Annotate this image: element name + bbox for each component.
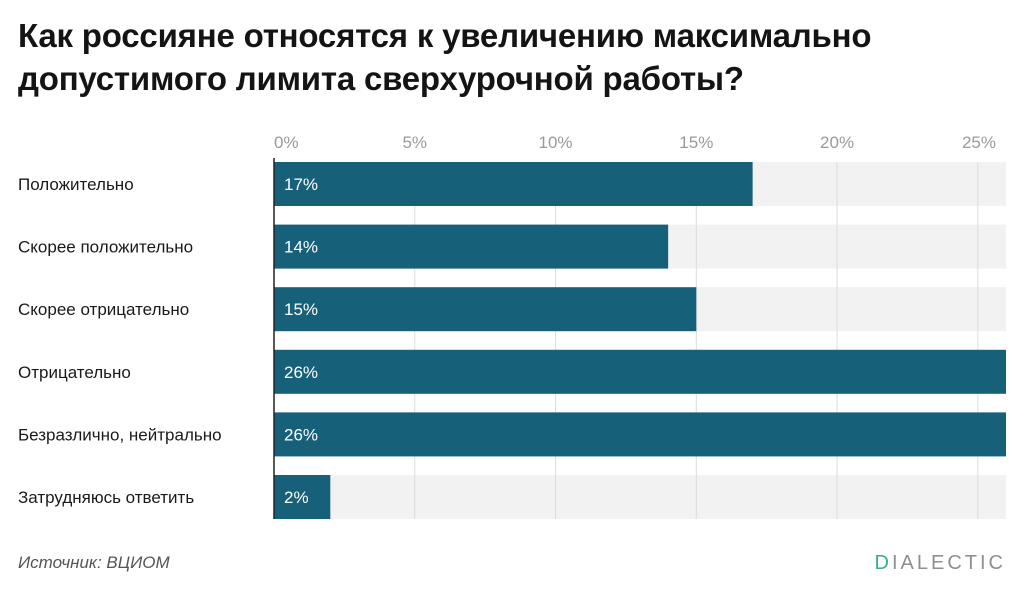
- bar: [274, 349, 1006, 394]
- logo-text: IALECTIC: [891, 552, 1006, 574]
- value-label: 17%: [284, 175, 318, 194]
- value-label: 26%: [284, 425, 318, 444]
- x-tick-label: 15%: [679, 133, 713, 152]
- category-label: Скорее отрицательно: [18, 300, 189, 319]
- x-tick-label: 25%: [962, 133, 996, 152]
- category-label: Затрудняюсь ответить: [18, 488, 194, 507]
- bar: [274, 162, 753, 206]
- x-tick-label: 10%: [539, 133, 573, 152]
- category-label: Отрицательно: [18, 363, 131, 382]
- bar: [274, 475, 331, 519]
- value-label: 14%: [284, 238, 318, 257]
- bar: [274, 224, 669, 269]
- category-label: Положительно: [18, 175, 134, 194]
- bar: [274, 287, 697, 332]
- x-tick-label: 0%: [274, 133, 299, 152]
- category-label: Скорее положительно: [18, 238, 193, 257]
- bar-track: [274, 475, 1006, 519]
- dialectic-logo: DIALECTIC: [875, 552, 1006, 575]
- bar: [274, 412, 1006, 457]
- category-label: Безразлично, нейтрально: [18, 425, 222, 444]
- x-tick-label: 20%: [820, 133, 854, 152]
- value-label: 26%: [284, 363, 318, 382]
- source-note: Источник: ВЦИОМ: [18, 553, 170, 572]
- logo-letter: D: [874, 552, 892, 574]
- value-label: 2%: [284, 488, 309, 507]
- value-label: 15%: [284, 300, 318, 319]
- chart-title: Как россияне относятся к увеличению макс…: [18, 17, 872, 97]
- x-tick-label: 5%: [402, 133, 427, 152]
